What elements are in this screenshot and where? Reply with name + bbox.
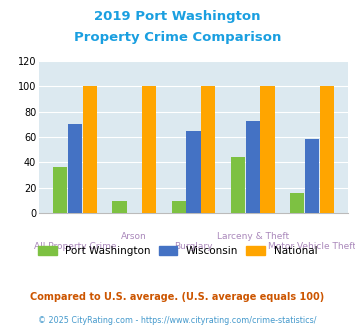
Bar [53,167,67,213]
Text: Burglary: Burglary [174,242,213,251]
Text: Arson: Arson [121,233,147,242]
Bar [142,86,156,213]
Text: 2019 Port Washington: 2019 Port Washington [94,10,261,23]
Bar [112,201,126,213]
Bar [231,157,245,213]
Bar [290,193,304,213]
Bar [246,120,260,213]
Bar [261,86,275,213]
Bar [201,86,215,213]
Bar [305,140,319,213]
Text: Motor Vehicle Theft: Motor Vehicle Theft [268,242,355,251]
Text: All Property Crime: All Property Crime [34,242,116,251]
Bar [186,131,201,213]
Text: Property Crime Comparison: Property Crime Comparison [74,31,281,44]
Bar [83,86,97,213]
Bar [68,124,82,213]
Text: Compared to U.S. average. (U.S. average equals 100): Compared to U.S. average. (U.S. average … [31,292,324,302]
Text: Larceny & Theft: Larceny & Theft [217,233,289,242]
Bar [320,86,334,213]
Bar [171,201,186,213]
Text: © 2025 CityRating.com - https://www.cityrating.com/crime-statistics/: © 2025 CityRating.com - https://www.city… [38,316,317,325]
Legend: Port Washington, Wisconsin, National: Port Washington, Wisconsin, National [34,242,321,260]
